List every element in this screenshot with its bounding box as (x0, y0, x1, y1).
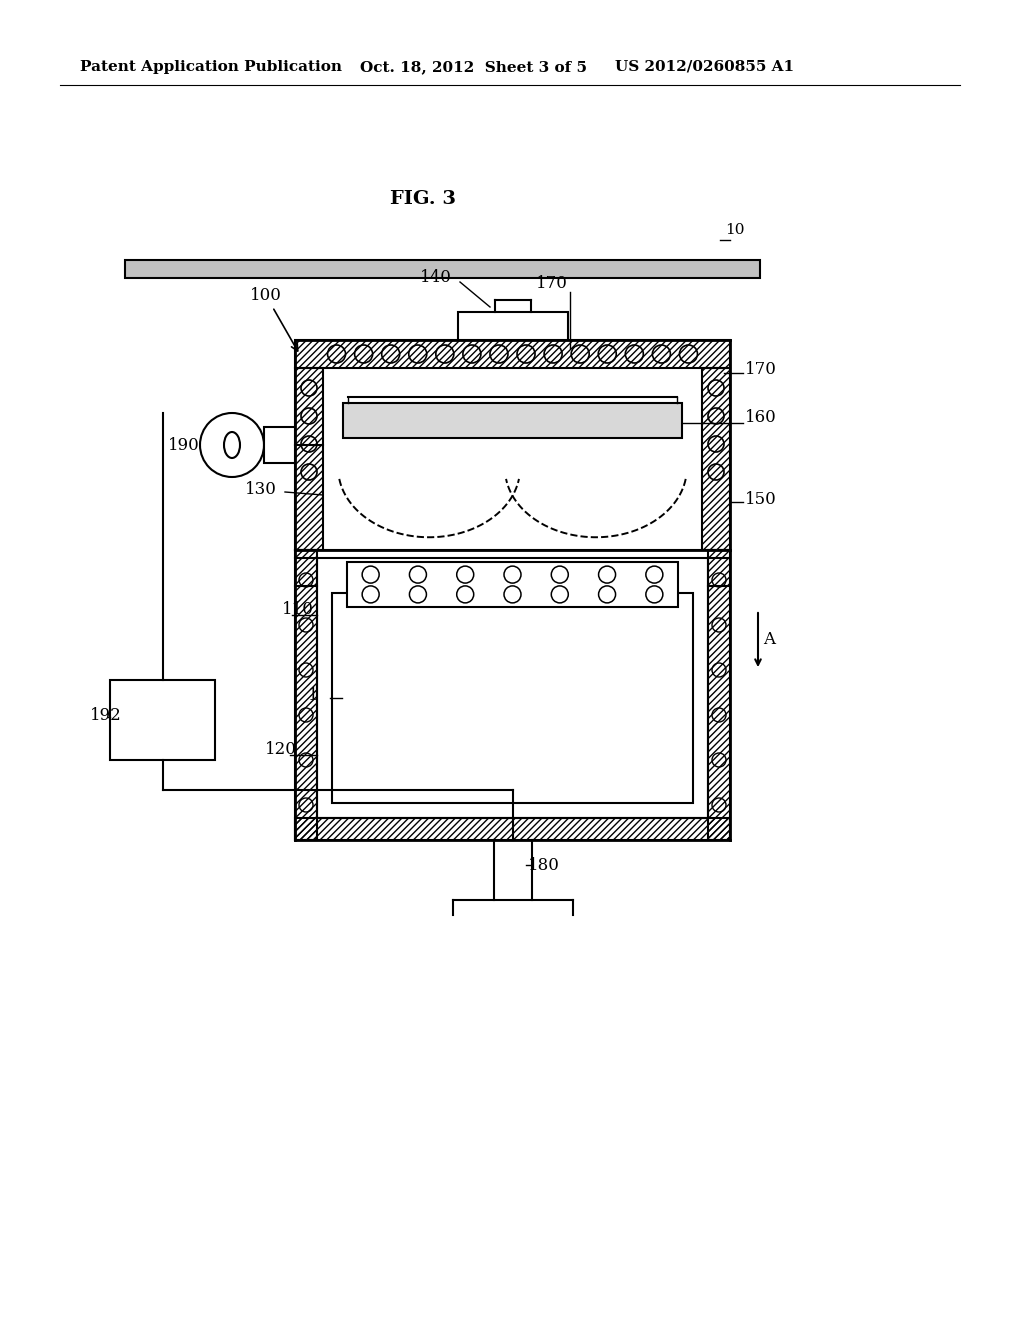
Bar (347, 562, 678, 607)
Text: 130: 130 (245, 482, 276, 499)
Bar (110, 680, 215, 760)
Text: 110: 110 (282, 602, 314, 619)
Text: FIG. 3: FIG. 3 (390, 190, 456, 209)
Text: 190: 190 (168, 437, 200, 454)
Text: 140: 140 (420, 268, 452, 285)
Bar (343, 403, 682, 438)
Bar (702, 368, 730, 550)
Text: 150: 150 (745, 491, 777, 508)
Text: 100: 100 (250, 286, 298, 351)
Bar (125, 260, 760, 279)
Text: 160: 160 (745, 409, 777, 426)
Text: Oct. 18, 2012  Sheet 3 of 5: Oct. 18, 2012 Sheet 3 of 5 (360, 59, 587, 74)
Text: 180: 180 (527, 857, 559, 874)
Bar (295, 550, 317, 840)
Bar (264, 426, 295, 463)
Bar (332, 593, 693, 803)
Text: 170: 170 (536, 276, 568, 293)
Text: Patent Application Publication: Patent Application Publication (80, 59, 342, 74)
Bar (458, 312, 567, 341)
Bar (708, 550, 730, 840)
Text: 1: 1 (308, 686, 318, 704)
Text: 192: 192 (90, 706, 122, 723)
Text: 120: 120 (265, 742, 297, 759)
Text: 10: 10 (725, 223, 744, 238)
Bar (295, 341, 730, 368)
Text: US 2012/0260855 A1: US 2012/0260855 A1 (615, 59, 795, 74)
Text: 170: 170 (745, 362, 777, 379)
Bar (295, 818, 730, 840)
Bar (295, 368, 323, 550)
Text: A: A (763, 631, 775, 648)
